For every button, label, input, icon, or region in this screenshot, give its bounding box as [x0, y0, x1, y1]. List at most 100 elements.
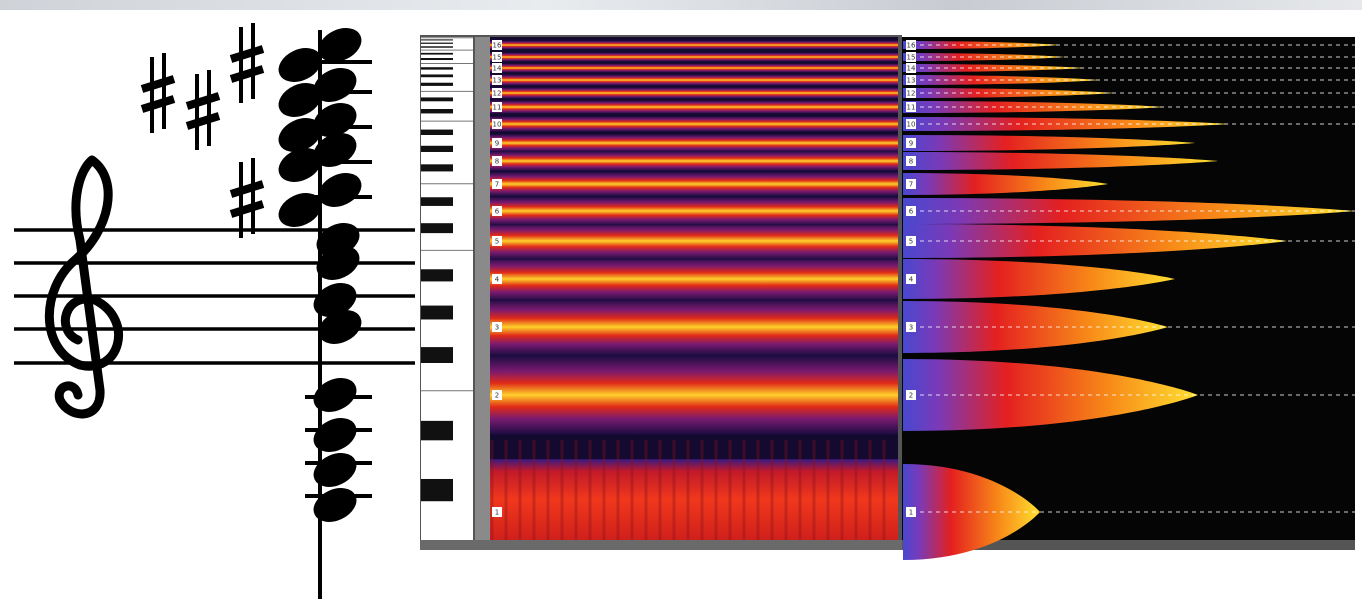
harmonic-box [492, 138, 502, 148]
notehead [318, 173, 362, 207]
harmonic-label: 5 [909, 238, 913, 246]
black-key [421, 97, 453, 102]
sharp-bar [185, 112, 221, 130]
harmonic-label: 13 [907, 77, 916, 85]
harmonic-box [492, 52, 502, 62]
black-key [421, 305, 453, 320]
harmonic-label: 8 [495, 158, 499, 166]
harmonic-box [906, 138, 916, 148]
black-key [421, 223, 453, 234]
sharp-bar [140, 75, 176, 93]
harmonic-label: 7 [495, 181, 499, 189]
sharp-bar [229, 180, 265, 198]
black-key [421, 82, 453, 86]
harmonic-label: 3 [495, 324, 499, 332]
harmonic-label: 1 [495, 509, 499, 517]
spectral-peak [903, 152, 1218, 170]
harmonic-label: 12 [493, 90, 502, 98]
harmonic-box [906, 274, 916, 284]
harmonic-box [906, 179, 916, 189]
black-key [421, 164, 453, 172]
harmonic-label: 2 [495, 392, 499, 400]
harmonic-band [490, 52, 898, 62]
black-key [421, 420, 453, 441]
harmonic-label: 9 [909, 140, 913, 148]
harmonic-box [906, 52, 916, 62]
spectral-peak [903, 259, 1175, 299]
spectral-peak [903, 224, 1287, 258]
harmonic-label: 9 [495, 140, 499, 148]
black-key [421, 67, 453, 70]
black-key [421, 145, 453, 152]
harmonic-label: 15 [493, 54, 502, 62]
notehead [313, 418, 357, 452]
harmonic-band [490, 100, 898, 114]
harmonic-band [490, 171, 898, 197]
harmonic-box [492, 507, 502, 517]
harmonic-label: 16 [493, 42, 502, 50]
harmonic-label: 11 [493, 104, 502, 112]
black-key [421, 42, 453, 44]
harmonic-label: 16 [907, 42, 916, 50]
notehead [316, 223, 360, 257]
harmonic-band [490, 222, 898, 260]
harmonic-label: 14 [493, 65, 502, 73]
harmonic-label: 8 [909, 158, 913, 166]
harmonic-label: 3 [909, 324, 913, 332]
harmonic-band [490, 63, 898, 73]
harmonic-box [492, 63, 502, 73]
sharp [229, 23, 265, 103]
harmonic-box [906, 322, 916, 332]
sharp-bar [229, 200, 265, 218]
harmonic-band [490, 298, 898, 356]
harmonic-band [490, 40, 898, 50]
harmonic-box [492, 206, 502, 216]
black-key [421, 129, 453, 136]
harmonic-label: 15 [907, 54, 916, 62]
notehead [313, 488, 357, 522]
harmonic-box [906, 119, 916, 129]
harmonic-box [906, 40, 916, 50]
harmonic-box [492, 119, 502, 129]
harmonic-box [492, 40, 502, 50]
top-band [0, 0, 1362, 10]
black-key [421, 109, 453, 114]
harmonic-box [492, 274, 502, 284]
harmonic-label: 6 [495, 208, 500, 216]
harmonic-label: 2 [909, 392, 913, 400]
sharp-bar [185, 92, 221, 110]
notehead [313, 378, 357, 412]
harmonic-box [906, 88, 916, 98]
harmonic-label: 7 [909, 181, 913, 189]
sharp-bar [229, 65, 265, 83]
black-key [421, 347, 453, 364]
notehead [278, 48, 322, 82]
freq-axis [475, 37, 490, 540]
harmonic-box [492, 236, 502, 246]
harmonic-box [492, 156, 502, 166]
black-key [421, 46, 453, 48]
harmonic-label: 4 [495, 276, 500, 284]
harmonic-label: 5 [495, 238, 499, 246]
harmonic-box [906, 236, 916, 246]
harmonic-band [490, 151, 898, 171]
spectral-peak [903, 135, 1195, 151]
harmonic-label: 14 [907, 65, 916, 73]
spectral-peak [903, 41, 1060, 49]
notehead [318, 28, 362, 62]
notehead [313, 453, 357, 487]
harmonic-band [490, 87, 898, 99]
harmonic-band [490, 74, 898, 86]
black-key [421, 74, 453, 78]
harmonic-label: 4 [909, 276, 914, 284]
black-key [421, 478, 453, 502]
harmonic-box [906, 507, 916, 517]
sharp [140, 53, 176, 133]
harmonic-label: 13 [493, 77, 502, 85]
sharp-bar [140, 95, 176, 113]
harmonic-box [906, 102, 916, 112]
